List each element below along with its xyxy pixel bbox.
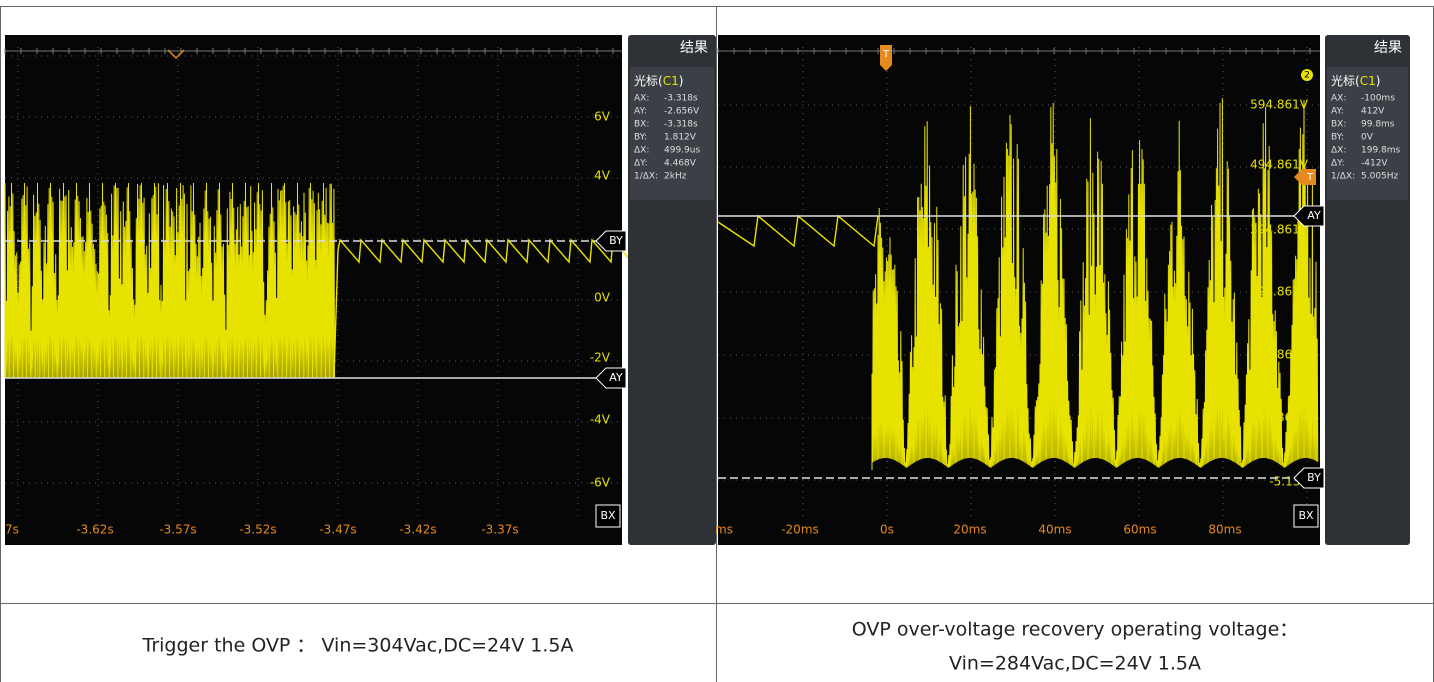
trigger-label: T: [1306, 172, 1314, 183]
cursor-label: 光标(C1): [1331, 74, 1380, 88]
cursor-value: 1.812V: [664, 133, 697, 143]
volt-label: 594.861V: [1250, 98, 1309, 112]
caption: Trigger the OVP ： Vin=304Vac,DC=24V 1.5A: [142, 635, 574, 657]
marker-label: AY: [1307, 209, 1321, 222]
time-label: 7s: [5, 523, 19, 537]
panel-title: 结果: [680, 40, 708, 56]
cursor-value: 412V: [1361, 107, 1385, 117]
cursor-label-part: ): [1376, 74, 1381, 88]
time-label: -3.47s: [319, 523, 356, 537]
time-label: 0s: [880, 523, 894, 537]
volt-label: 494.861V: [1250, 158, 1309, 172]
time-label: 40ms: [1038, 523, 1071, 537]
cursor-value: 499.9us: [664, 146, 700, 156]
marker-label: BY: [609, 234, 623, 247]
cursor-key: AX:: [1331, 94, 1346, 104]
cursor-key: 1/ΔX:: [634, 172, 658, 182]
cursor-key: ΔX:: [634, 146, 649, 156]
volt-label: 6V: [594, 110, 611, 124]
cursor-label: 光标(C1): [634, 74, 683, 88]
volt-label: 4V: [594, 169, 611, 183]
time-label: 60ms: [1123, 523, 1156, 537]
cursor-value: -3.318s: [664, 120, 698, 130]
time-label: -3.52s: [239, 523, 276, 537]
cursor-label-part: 光标(: [634, 74, 663, 88]
volt-label: -4V: [590, 413, 611, 427]
volt-label: 294.861V: [1250, 285, 1309, 299]
page: Trigger the OVP ： Vin=304Vac,DC=24V 1.5A…: [0, 0, 1434, 682]
marker-label: BX: [1298, 509, 1314, 522]
cursor-value: 99.8ms: [1361, 120, 1395, 130]
trigger-label: T: [882, 49, 890, 60]
cursor-key: 1/ΔX:: [1331, 172, 1355, 182]
cursor-key: AX:: [634, 94, 649, 104]
time-label: -3.37s: [481, 523, 518, 537]
cursor-value: 199.8ms: [1361, 146, 1401, 156]
volt-label: 194.861V: [1250, 348, 1309, 362]
channel-label: 2: [1304, 71, 1310, 81]
cursor-value: 0V: [1361, 133, 1374, 143]
cursor-key: ΔY:: [634, 159, 648, 169]
cursor-key: BY:: [1331, 133, 1344, 143]
cursor-key: AY:: [634, 107, 647, 117]
panel-title: 结果: [1374, 40, 1402, 56]
time-label: -3.57s: [159, 523, 196, 537]
caption: OVP over-voltage recovery operating volt…: [852, 619, 1299, 641]
cursor-key: BX:: [634, 120, 649, 130]
cursor-value: 4.468V: [664, 159, 697, 169]
cursor-key: ΔX:: [1331, 146, 1346, 156]
marker-label: BY: [1307, 471, 1321, 484]
cursor-marker: BX: [596, 505, 620, 527]
volt-label: -6V: [590, 476, 611, 490]
marker-label: BX: [600, 509, 616, 522]
time-label: -20ms: [781, 523, 819, 537]
volt-label: 0V: [594, 291, 611, 305]
cursor-value: 2kHz: [664, 172, 687, 182]
marker-label: AY: [609, 371, 623, 384]
cursor-label-part: 光标(: [1331, 74, 1360, 88]
time-label: 80ms: [1208, 523, 1241, 537]
cursor-value: -3.318s: [664, 94, 698, 104]
time-label: -3.42s: [399, 523, 436, 537]
cursor-value: -100ms: [1361, 94, 1395, 104]
volt-label: -2V: [590, 351, 611, 365]
cursor-key: BY:: [634, 133, 647, 143]
caption: Vin=284Vac,DC=24V 1.5A: [949, 653, 1201, 675]
cursor-key: ΔY:: [1331, 159, 1345, 169]
cursor-value: 5.005Hz: [1361, 172, 1399, 182]
volt-label: 394.861V: [1250, 223, 1309, 237]
volt-label: 94.861V: [1258, 411, 1309, 425]
cursor-label-part: ): [679, 74, 684, 88]
cursor-marker: BX: [1294, 505, 1318, 527]
cursor-label-part: C1: [663, 74, 679, 88]
cursor-key: BX:: [1331, 120, 1346, 130]
time-label: ms: [715, 523, 733, 537]
cursor-value: -412V: [1361, 159, 1388, 169]
cursor-key: AY:: [1331, 107, 1344, 117]
time-label: 20ms: [953, 523, 986, 537]
time-label: -3.62s: [76, 523, 113, 537]
cursor-value: -2.656V: [664, 107, 700, 117]
cursor-label-part: C1: [1360, 74, 1376, 88]
